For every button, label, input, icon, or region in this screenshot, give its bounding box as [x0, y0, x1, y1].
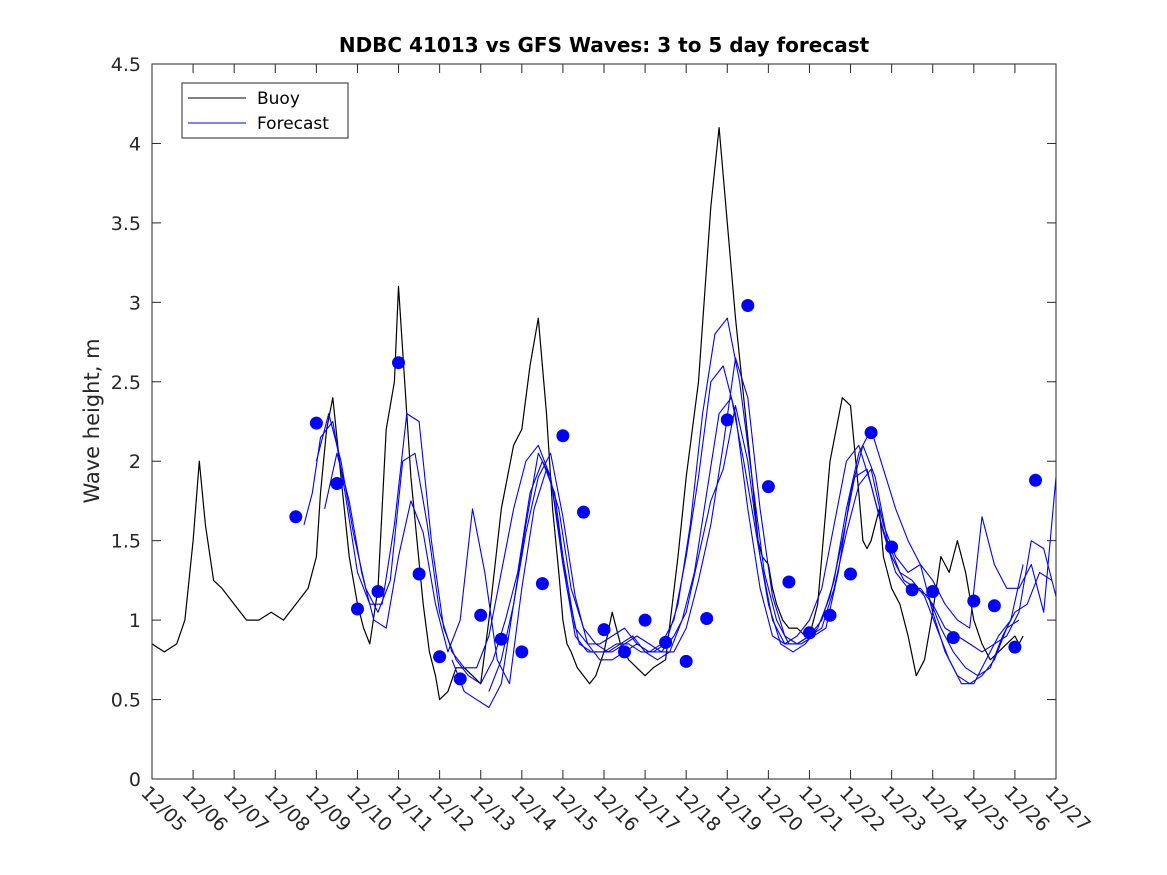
forecast-point	[1029, 473, 1042, 487]
series-line-forecast-5	[488, 405, 1020, 692]
legend-label-forecast: Forecast	[257, 114, 329, 134]
forecast-point	[782, 575, 796, 589]
forecast-point	[638, 613, 652, 627]
forecast-point	[741, 299, 755, 312]
forecast-point	[556, 429, 570, 443]
forecast-point	[351, 602, 364, 616]
legend-box	[181, 82, 349, 139]
series-line-buoy	[152, 126, 1024, 701]
forecast-point	[330, 477, 344, 490]
legend: Buoy Forecast	[181, 82, 349, 139]
forecast-point	[987, 599, 1001, 613]
legend-label-buoy: Buoy	[257, 89, 300, 109]
forecast-point	[864, 426, 878, 440]
forecast-point	[720, 413, 734, 427]
forecast-point	[926, 585, 940, 598]
forecast-point	[535, 577, 549, 591]
forecast-point	[1008, 640, 1022, 654]
forecast-point	[803, 626, 816, 640]
forecast-point	[761, 480, 775, 494]
forecast-point	[309, 416, 323, 430]
forecast-point	[577, 505, 590, 519]
chart-title: NDBC 41013 vs GFS Waves: 3 to 5 day fore…	[339, 33, 870, 57]
forecast-point	[700, 612, 714, 625]
y-tick-label: 1.5	[111, 531, 141, 553]
y-tick-label: 3.5	[111, 213, 141, 235]
forecast-point	[844, 567, 857, 581]
y-tick-label: 2.5	[111, 372, 141, 394]
forecast-point	[905, 583, 919, 597]
y-tick-label: 4	[129, 133, 141, 155]
forecast-point	[392, 356, 405, 370]
forecast-point	[453, 672, 467, 686]
y-tick-label: 2	[129, 451, 141, 473]
forecast-point	[946, 631, 960, 645]
y-tick-label: 4.5	[111, 54, 141, 76]
forecast-point	[659, 635, 673, 649]
y-tick-label: 3	[129, 292, 141, 314]
forecast-point	[967, 594, 981, 608]
forecast-point	[679, 654, 693, 668]
forecast-point	[823, 608, 837, 622]
y-tick-label: 1	[129, 610, 141, 632]
forecast-point	[289, 510, 303, 524]
forecast-point	[371, 585, 385, 598]
y-tick-label: 0.5	[111, 690, 141, 712]
forecast-point	[597, 623, 611, 637]
y-tick-label: 0	[129, 769, 141, 791]
forecast-point	[515, 645, 529, 659]
series-line-forecast-1	[303, 317, 1024, 685]
series-line-forecast-3	[324, 397, 1053, 685]
forecast-point	[885, 540, 899, 554]
y-axis-label: Wave height, m	[80, 338, 104, 503]
forecast-point	[618, 645, 631, 659]
forecast-point	[474, 608, 488, 622]
forecast-point	[494, 632, 508, 646]
forecast-point	[412, 567, 426, 581]
forecast-point	[433, 650, 447, 664]
series-line-forecast-2	[315, 365, 1056, 669]
series-line-forecast-4	[451, 357, 1056, 709]
